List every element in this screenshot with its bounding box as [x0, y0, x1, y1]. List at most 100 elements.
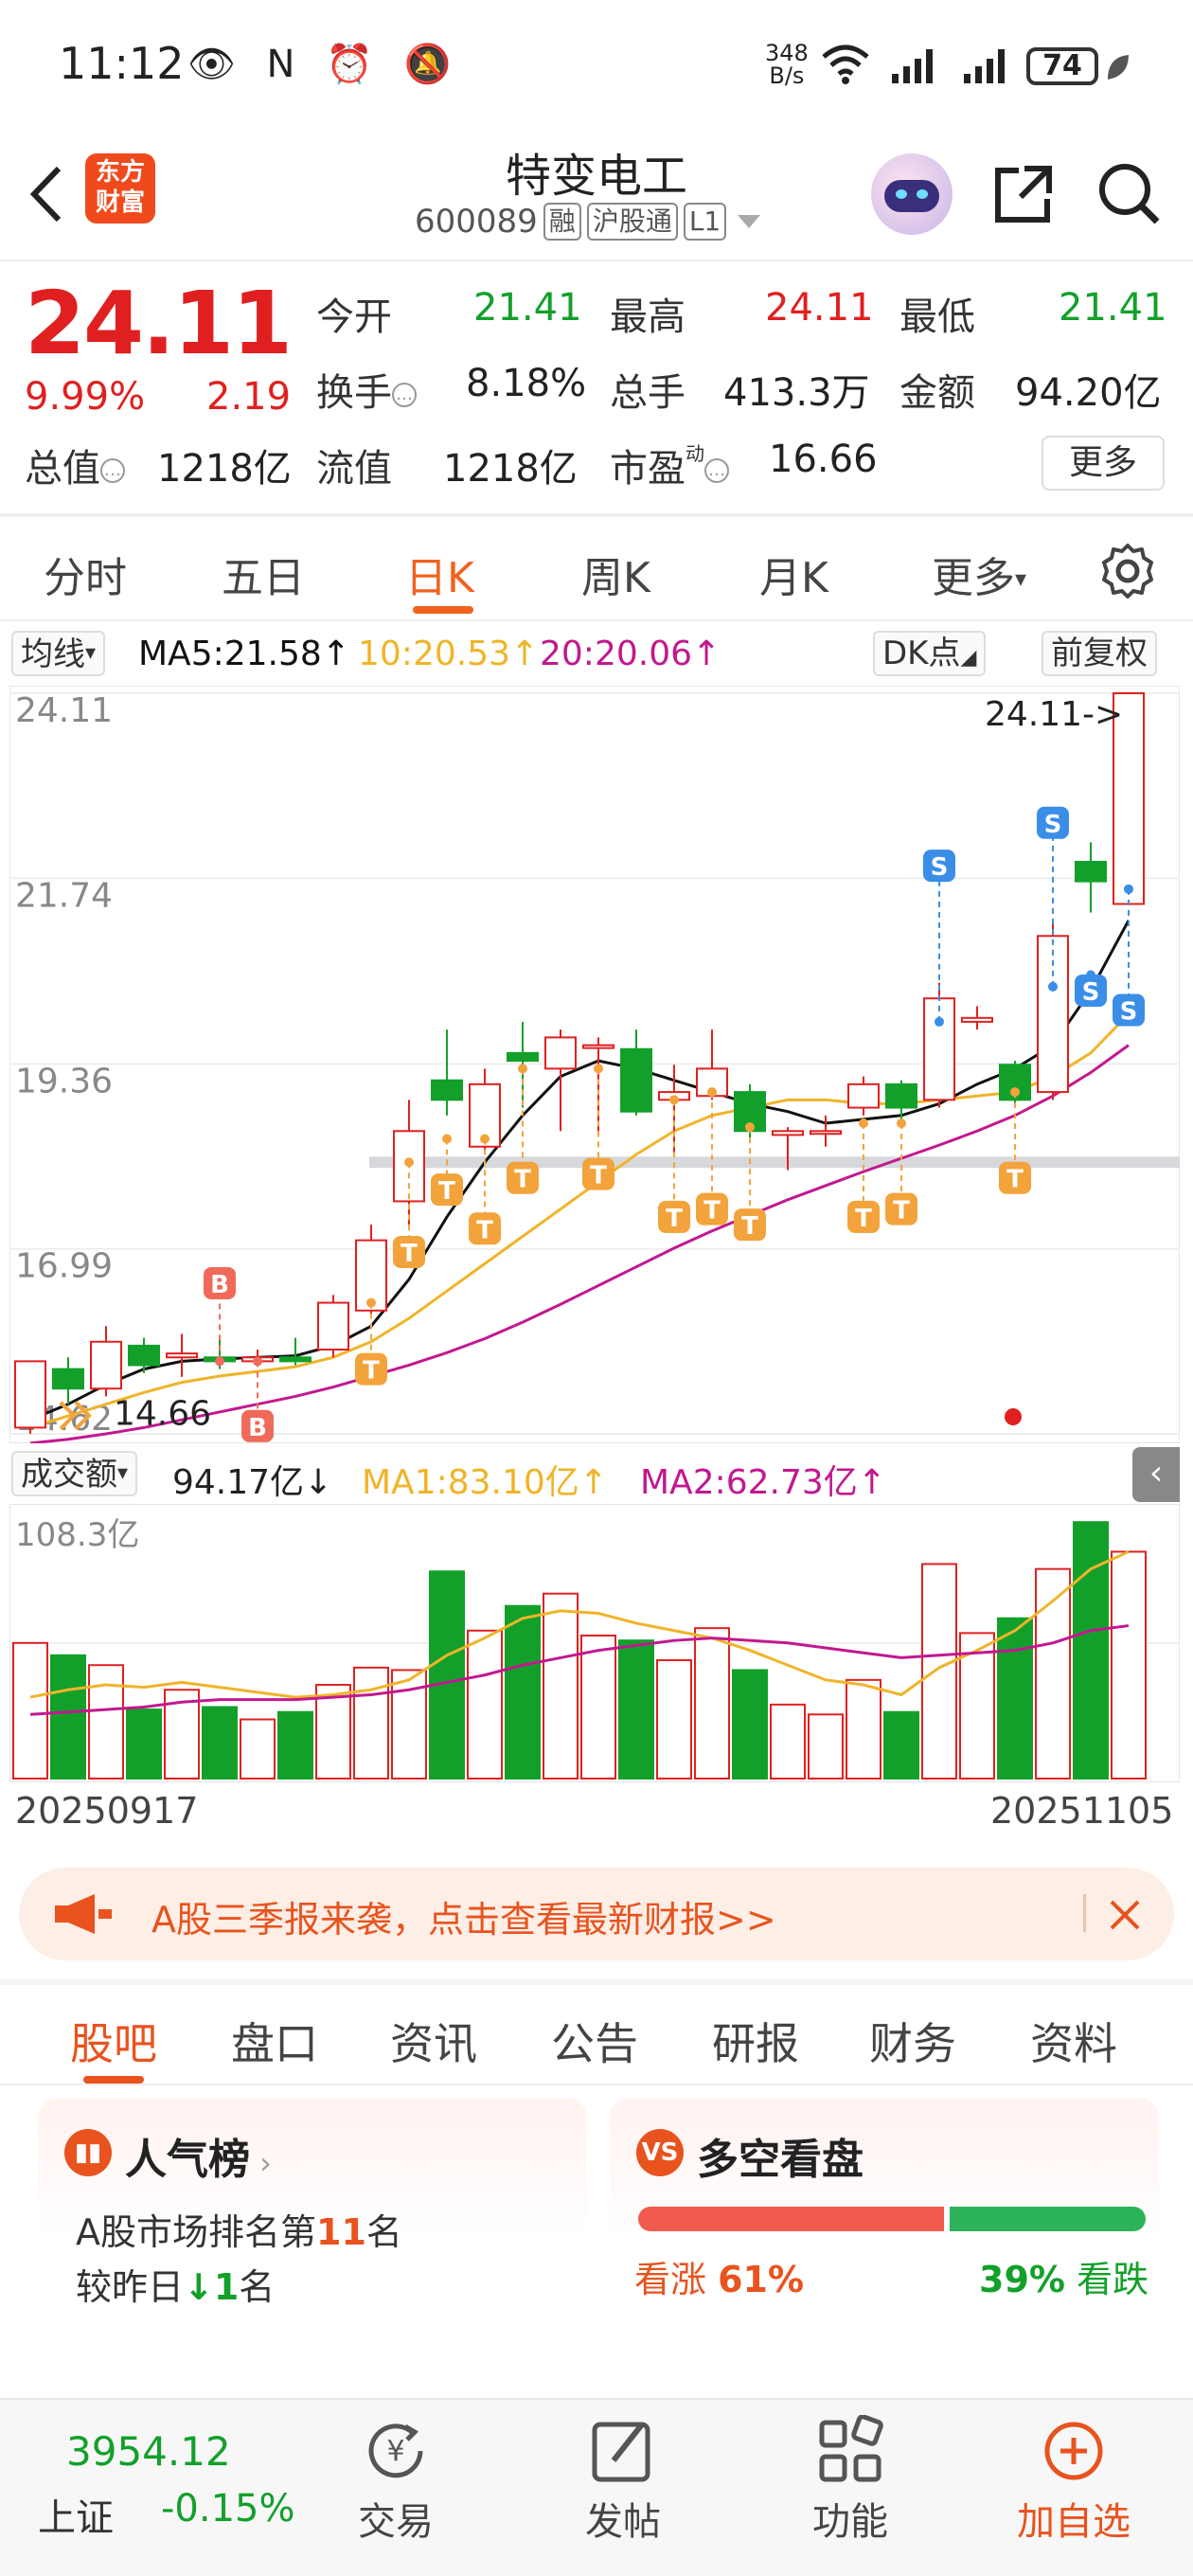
tab-forum[interactable]: 股吧 [70, 2018, 157, 2069]
info-icon[interactable]: … [100, 458, 125, 483]
back-arrow-icon[interactable] [21, 161, 74, 227]
quote-panel: 24.11 9.99% 2.19 今开 21.41 最高 24.11 最低 21… [0, 263, 1193, 513]
sentiment-card[interactable]: VS 多空看盘 看涨 61% 39% 看跌 [610, 2099, 1159, 2335]
banner-text: A股三季报来袭，点击查看最新财报>> [151, 1899, 776, 1941]
candle-body [166, 1352, 198, 1359]
nav-trade[interactable]: ¥ 交易 [320, 2415, 472, 2567]
tab-profile[interactable]: 资料 [1030, 2018, 1117, 2069]
nav-post[interactable]: 发帖 [547, 2415, 699, 2567]
gear-icon[interactable] [1098, 542, 1157, 600]
bearish-pct: 39% [979, 2259, 1065, 2300]
tab-news[interactable]: 资讯 [390, 2018, 477, 2069]
tab-announcements[interactable]: 公告 [551, 2018, 638, 2069]
change-percent: 9.99% [25, 375, 146, 419]
tab-five-day[interactable]: 五日 [222, 554, 305, 602]
volume-selector[interactable]: 成交额▾ [11, 1451, 138, 1496]
marker-dot [366, 1297, 376, 1308]
dk-point-selector[interactable]: DK点◢ [873, 631, 987, 676]
tab-intraday[interactable]: 分时 [44, 554, 127, 602]
volume-bar [770, 1703, 806, 1780]
ai-assistant-icon[interactable] [871, 153, 953, 235]
tab-orderbook[interactable]: 盘口 [231, 2018, 318, 2069]
tab-research[interactable]: 研报 [712, 2018, 799, 2069]
trade-marker-S [923, 850, 955, 883]
change-prefix: 较昨日 [76, 2266, 185, 2308]
rank-prefix: A股市场排名第 [76, 2211, 316, 2253]
pe-label-text: 市盈 [610, 447, 686, 491]
ma-legend: 均线▾ MA5:21.58↑ 10:20.53↑ 20:20.06↑ DK点◢ … [0, 625, 1193, 684]
volume-bar [997, 1617, 1033, 1780]
network-speed-value: 348 [765, 40, 809, 66]
amount-label: 金额 [899, 371, 975, 415]
marker-dot [215, 1356, 224, 1367]
corner-triangle-icon: ◢ [960, 646, 977, 670]
versus-icon: VS [636, 2129, 684, 2176]
volume-ma1: MA1:83.10亿↑ [362, 1463, 608, 1502]
info-icon[interactable]: … [392, 383, 417, 407]
y-tick-label: 24.11 [15, 691, 113, 730]
tab-more-label: 更多 [932, 554, 1015, 602]
tab-monthly-k[interactable]: 月K [759, 554, 828, 602]
float-cap-label: 流值 [316, 447, 392, 491]
more-quote-button[interactable]: 更多 [1042, 436, 1165, 491]
earnings-banner[interactable]: A股三季报来袭，点击查看最新财报>> [19, 1868, 1174, 1960]
info-icon[interactable]: … [704, 458, 729, 483]
status-notification-icons: 👁 N ⏰ 🔕 [187, 43, 461, 86]
tab-daily-k[interactable]: 日K [405, 554, 474, 602]
nav-functions[interactable]: 功能 [775, 2415, 926, 2567]
svg-text:¥: ¥ [386, 2435, 404, 2468]
marker-dot [859, 1118, 868, 1129]
index-change[interactable]: -0.15% [161, 2487, 295, 2531]
volume-bar [505, 1604, 541, 1780]
low-value: 21.41 [1059, 286, 1167, 330]
trade-marker-T [696, 1192, 728, 1225]
adjust-selector[interactable]: 前复权 [1042, 631, 1157, 676]
change-suffix: 名 [239, 2266, 276, 2308]
trade-marker-label: T [401, 1240, 418, 1268]
chevron-down-icon: ▾ [1015, 565, 1027, 592]
volume-bar [808, 1713, 844, 1780]
leaf-icon [1108, 55, 1129, 80]
nav-add-watchlist[interactable]: 加自选 [998, 2415, 1149, 2567]
megaphone-icon [55, 1894, 112, 1934]
tab-financials[interactable]: 财务 [869, 2018, 956, 2069]
rank-number: 11 [316, 2211, 366, 2253]
volume-chart[interactable]: 108.3亿 [9, 1504, 1180, 1782]
volume-bar [1111, 1550, 1147, 1780]
trade-marker-B [204, 1266, 236, 1299]
trade-marker-T [431, 1173, 463, 1207]
add-icon [1044, 2422, 1103, 2480]
high-price-callout: 24.11-> [985, 695, 1123, 734]
close-icon[interactable] [1106, 1896, 1144, 1934]
candle-body [885, 1082, 917, 1109]
indicator-selector[interactable]: 均线▾ [11, 631, 106, 676]
volume-value: 94.17亿↓ [172, 1463, 333, 1502]
trade-marker-label: B [248, 1414, 267, 1442]
candle-body [1075, 860, 1107, 883]
stock-code-row[interactable]: 600089 融 沪股通 L1 [415, 203, 761, 241]
index-value[interactable]: 3954.12 [66, 2428, 231, 2475]
share-icon[interactable] [990, 161, 1057, 227]
index-name[interactable]: 上证 [38, 2496, 114, 2540]
marker-dot [518, 1064, 527, 1074]
trade-marker-label: B [210, 1271, 229, 1299]
marker-dot [253, 1356, 262, 1367]
candle-body [620, 1047, 652, 1113]
tab-more[interactable]: 更多▾ [932, 544, 1026, 604]
candle-body [128, 1344, 160, 1367]
collapse-panel-tab[interactable]: ‹ [1132, 1447, 1180, 1502]
market-cap-label: 总值… [25, 438, 125, 492]
app-logo[interactable]: 东方财富 [85, 153, 155, 224]
volume-max-label: 108.3亿 [15, 1516, 139, 1554]
trade-marker-T [393, 1236, 425, 1269]
volume-bar [1073, 1521, 1109, 1780]
marker-dot [897, 1118, 906, 1129]
low-label: 最低 [899, 295, 975, 339]
trade-marker-S [1113, 993, 1145, 1027]
tab-weekly-k[interactable]: 周K [581, 554, 650, 602]
network-speed-unit: B/s [769, 63, 805, 89]
search-icon[interactable] [1095, 159, 1163, 227]
trade-marker-T [658, 1200, 690, 1233]
popularity-card[interactable]: ▮▮ 人气榜 › A股市场排名第11名 较昨日↓1名 [38, 2099, 587, 2335]
